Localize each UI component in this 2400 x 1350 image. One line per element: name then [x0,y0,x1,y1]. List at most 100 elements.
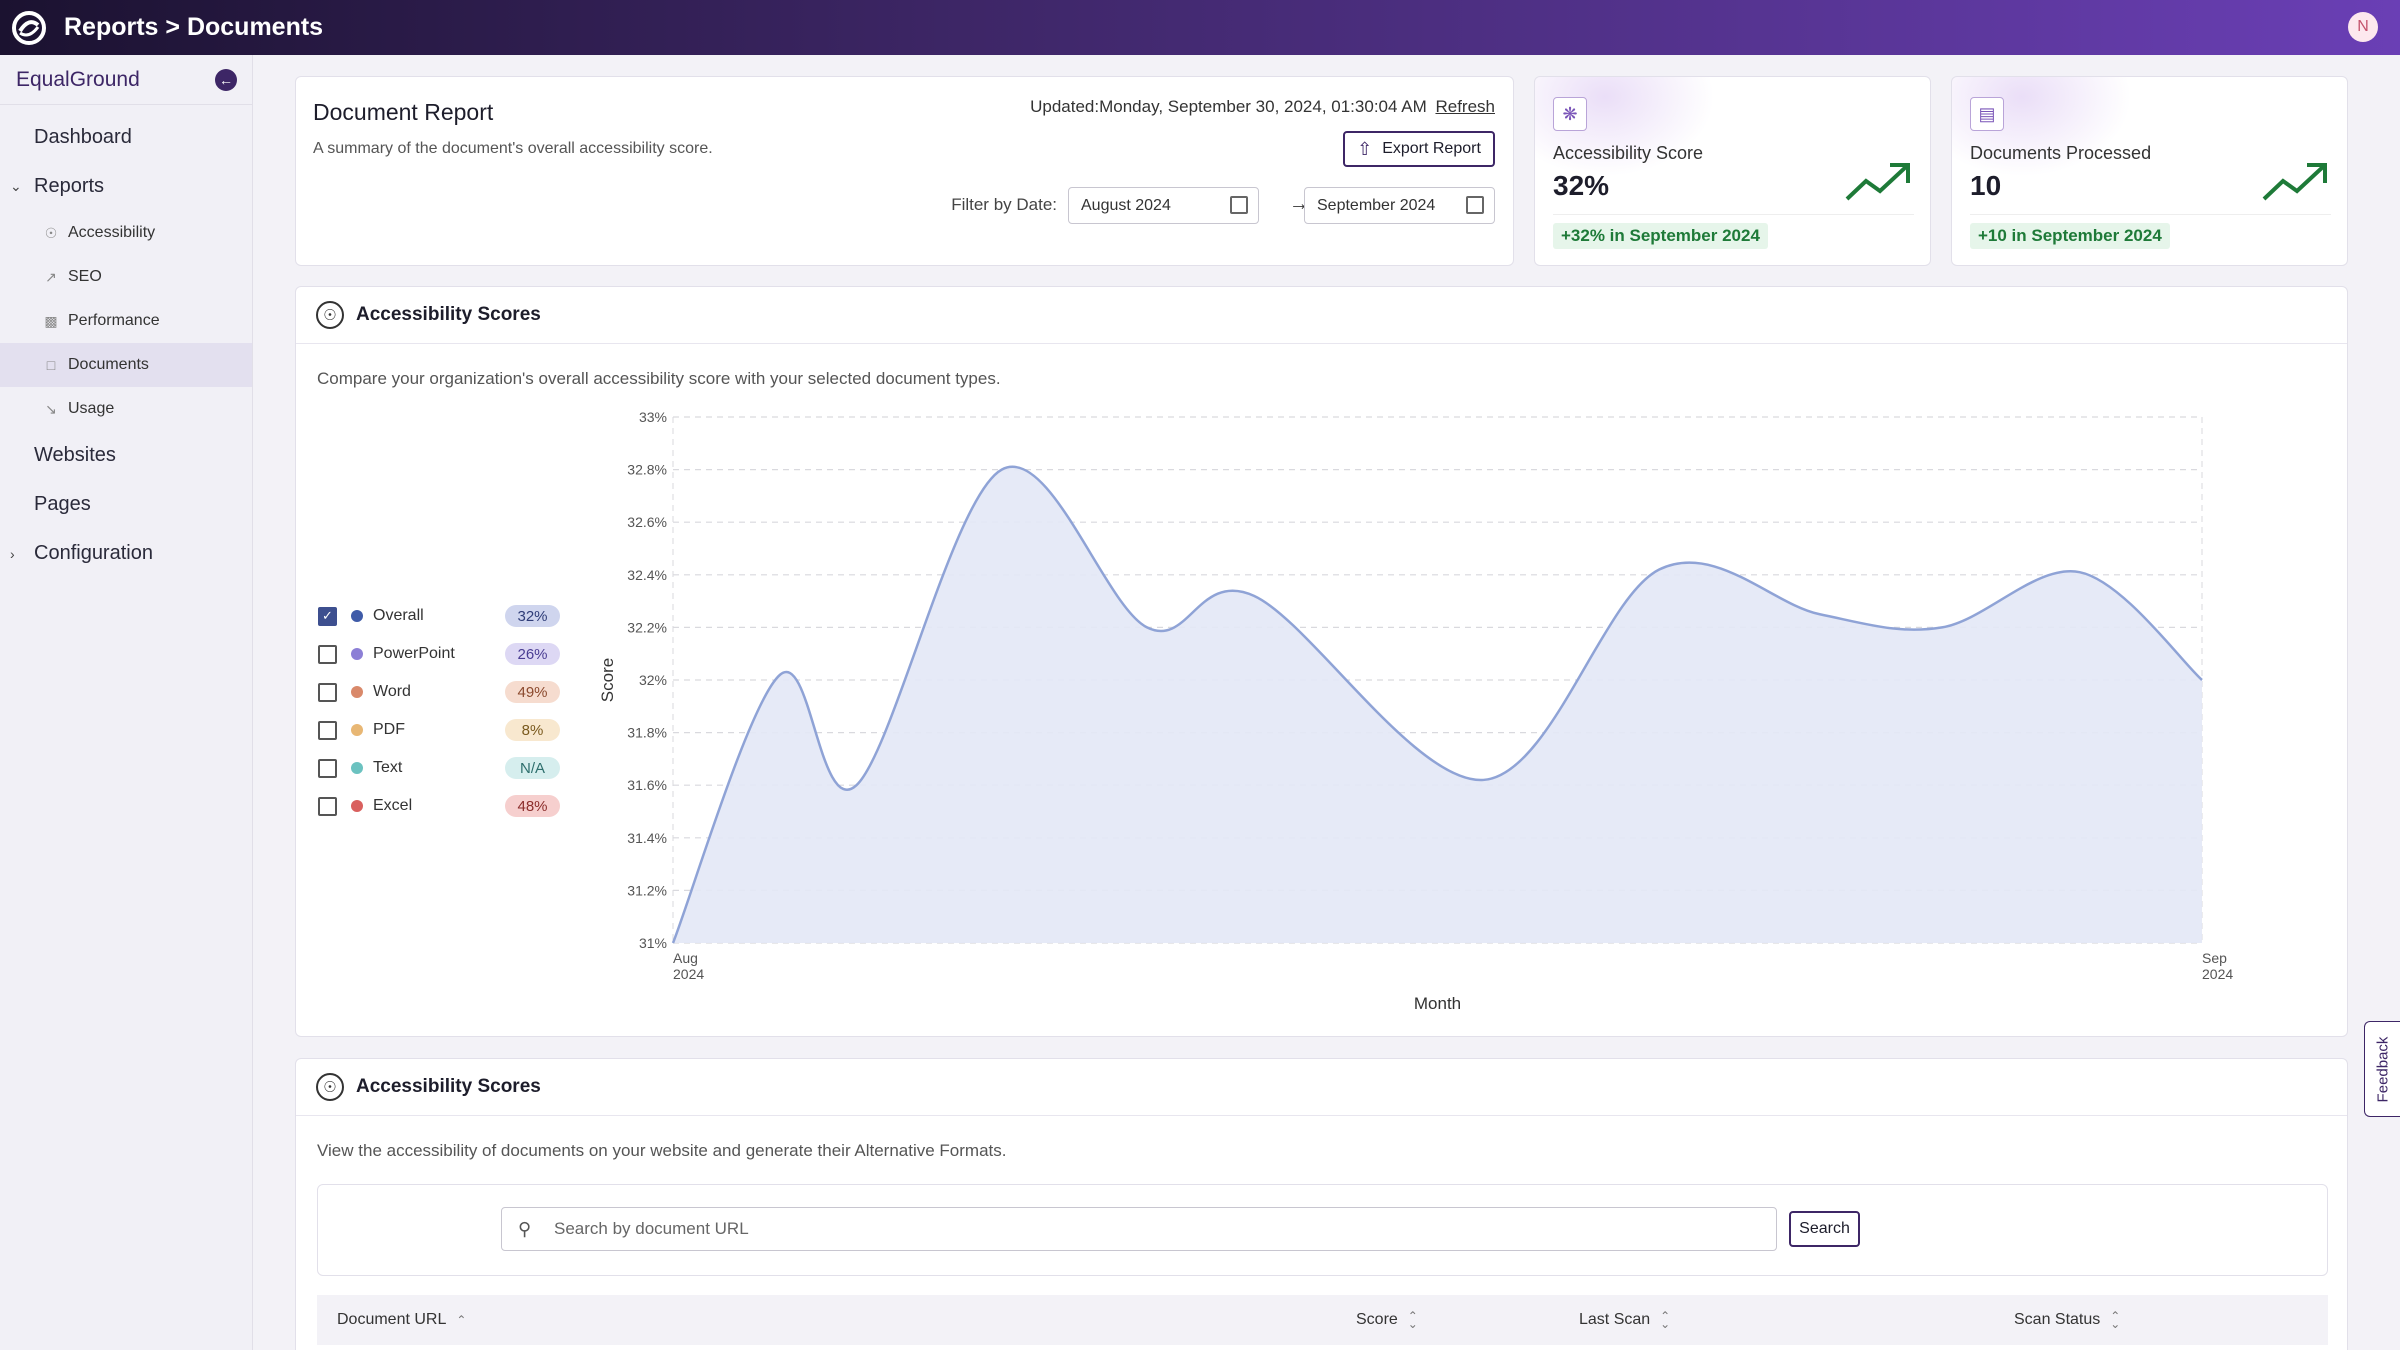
sort-icon[interactable]: ⌃ ⌄ [2110,1309,2121,1331]
y-tick-label: 31.8% [627,725,667,741]
stat-change-badge: +10 in September 2024 [1970,223,2170,249]
date-from-value: August 2024 [1081,196,1171,214]
sidebar-item-accessibility[interactable]: ☉ Accessibility [0,211,252,255]
column-header-scan-status[interactable]: Scan Status ⌃ ⌄ [2014,1309,2121,1331]
legend-item-word[interactable]: Word 49% [318,673,568,711]
legend-checkbox[interactable] [318,644,337,664]
user-avatar[interactable]: N [2348,12,2378,42]
y-tick-label: 32.6% [627,514,667,530]
legend-color-dot [351,762,363,774]
legend-checkbox[interactable] [318,796,337,816]
legend-label: Excel [373,797,413,814]
column-header-last-scan[interactable]: Last Scan ⌃ ⌄ [1579,1309,1671,1331]
sidebar-item-performance[interactable]: ▩ Performance [0,299,252,343]
legend-item-text[interactable]: Text N/A [318,749,568,787]
section-header: ☉ Accessibility Scores [296,1059,2347,1116]
legend-percent-badge: 49% [505,681,560,703]
search-input[interactable]: ⚲ Search by document URL [501,1207,1777,1251]
section-title: Accessibility Scores [356,304,541,325]
legend-checkbox[interactable] [318,758,337,778]
stat-value: 10 [1970,170,2002,201]
legend-checkbox[interactable] [318,682,337,702]
sort-icon[interactable]: ⌃ ⌄ [1407,1309,1418,1331]
legend-percent-badge: 8% [505,719,560,741]
refresh-link[interactable]: Refresh [1435,97,1495,116]
search-placeholder: Search by document URL [554,1219,749,1238]
date-from-input[interactable]: August 2024 [1068,187,1259,224]
y-tick-label: 32.8% [627,462,667,478]
stat-value: 32% [1553,170,1610,201]
sidebar-item-documents[interactable]: □ Documents [0,343,252,387]
calendar-icon[interactable] [1230,196,1248,214]
legend-color-dot [351,724,363,736]
date-to-value: September 2024 [1317,196,1436,214]
sidebar-item-dashboard[interactable]: Dashboard [34,126,132,148]
last-updated: Updated:Monday, September 30, 2024, 01:3… [1030,97,1495,117]
calendar-icon[interactable] [1466,196,1484,214]
legend-color-dot [351,800,363,812]
legend-color-dot [351,648,363,660]
sidebar-group-reports[interactable]: ⌄ Reports [0,162,252,211]
legend-percent-badge: 26% [505,643,560,665]
legend-percent-badge: 32% [505,605,560,627]
export-report-button[interactable]: ⇧ Export Report [1343,131,1495,167]
accessibility-score-card: ❋ Accessibility Score 32% +32% in Septem… [1534,76,1931,266]
app-logo-icon[interactable] [8,7,50,49]
column-label: Scan Status [2014,1311,2101,1328]
sort-icon[interactable]: ⌃ [456,1313,467,1327]
sidebar-group-label: Configuration [34,542,153,564]
legend-checkbox[interactable] [318,720,337,740]
x-tick-label: Sep [2202,950,2227,966]
sidebar-item-label: Accessibility [68,224,156,241]
legend-item-overall[interactable]: ✓ Overall 32% [318,597,568,635]
column-header-document-url[interactable]: Document URL ⌃ [337,1311,466,1329]
legend-label: PowerPoint [373,645,455,662]
y-tick-label: 31.6% [627,777,667,793]
performance-icon: ▩ [44,312,58,329]
y-tick-label: 33% [639,409,667,425]
trend-up-icon [2262,163,2327,201]
page-title: Document Report [313,99,494,125]
sort-icon[interactable]: ⌃ ⌄ [1660,1309,1671,1331]
documents-processed-card: ▤ Documents Processed 10 +10 in Septembe… [1951,76,2348,266]
legend-checkbox[interactable]: ✓ [318,606,337,626]
page-subtitle: A summary of the document's overall acce… [313,140,713,157]
documents-table-card: ☉ Accessibility Scores View the accessib… [295,1058,2348,1350]
y-axis-label: Score [598,658,617,702]
page-breadcrumb: Reports > Documents [64,13,324,41]
column-label: Document URL [337,1311,447,1328]
sidebar-item-usage[interactable]: ↘ Usage [0,387,252,431]
document-icon: ▤ [1970,97,2004,131]
sidebar-item-pages[interactable]: Pages [34,493,91,515]
accessibility-icon: ☉ [44,224,58,241]
sidebar-item-websites[interactable]: Websites [34,444,116,466]
accessibility-icon: ☉ [316,1073,344,1101]
section-description: Compare your organization's overall acce… [317,369,1001,388]
feedback-tab[interactable]: Feedback [2364,1021,2400,1117]
sidebar-item-label: SEO [68,268,102,285]
date-to-input[interactable]: September 2024 [1304,187,1495,224]
column-header-score[interactable]: Score ⌃ ⌄ [1356,1309,1418,1331]
sidebar: EqualGround ← Dashboard ⌄ Reports ☉ Acce… [0,55,253,1350]
legend-item-pdf[interactable]: PDF 8% [318,711,568,749]
stat-label: Accessibility Score [1553,143,1704,163]
legend-label: Overall [373,607,424,624]
accessibility-icon: ❋ [1553,97,1587,131]
stat-change-badge: +32% in September 2024 [1553,223,1768,249]
sidebar-brand: EqualGround ← [0,55,252,105]
legend-item-powerpoint[interactable]: PowerPoint 26% [318,635,568,673]
search-button[interactable]: Search [1789,1211,1860,1247]
legend-label: PDF [373,721,405,738]
x-tick-label: 2024 [2202,966,2233,982]
sidebar-item-seo[interactable]: ↗ SEO [0,255,252,299]
legend-color-dot [351,686,363,698]
sidebar-group-configuration[interactable]: › Configuration [0,529,252,578]
sidebar-group-label: Reports [34,175,105,197]
legend-item-excel[interactable]: Excel 48% [318,787,568,825]
sidebar-item-label: Usage [68,400,115,417]
divider [1970,214,2331,215]
accessibility-area-chart: 31% 31.2% 31.4% 31.6% 31.8% 32% 32.2% 32.4% 32.6… [598,409,2233,1013]
x-tick-label: Aug [673,950,698,966]
sidebar-item-label: Documents [68,356,149,373]
collapse-sidebar-icon[interactable]: ← [215,69,237,91]
